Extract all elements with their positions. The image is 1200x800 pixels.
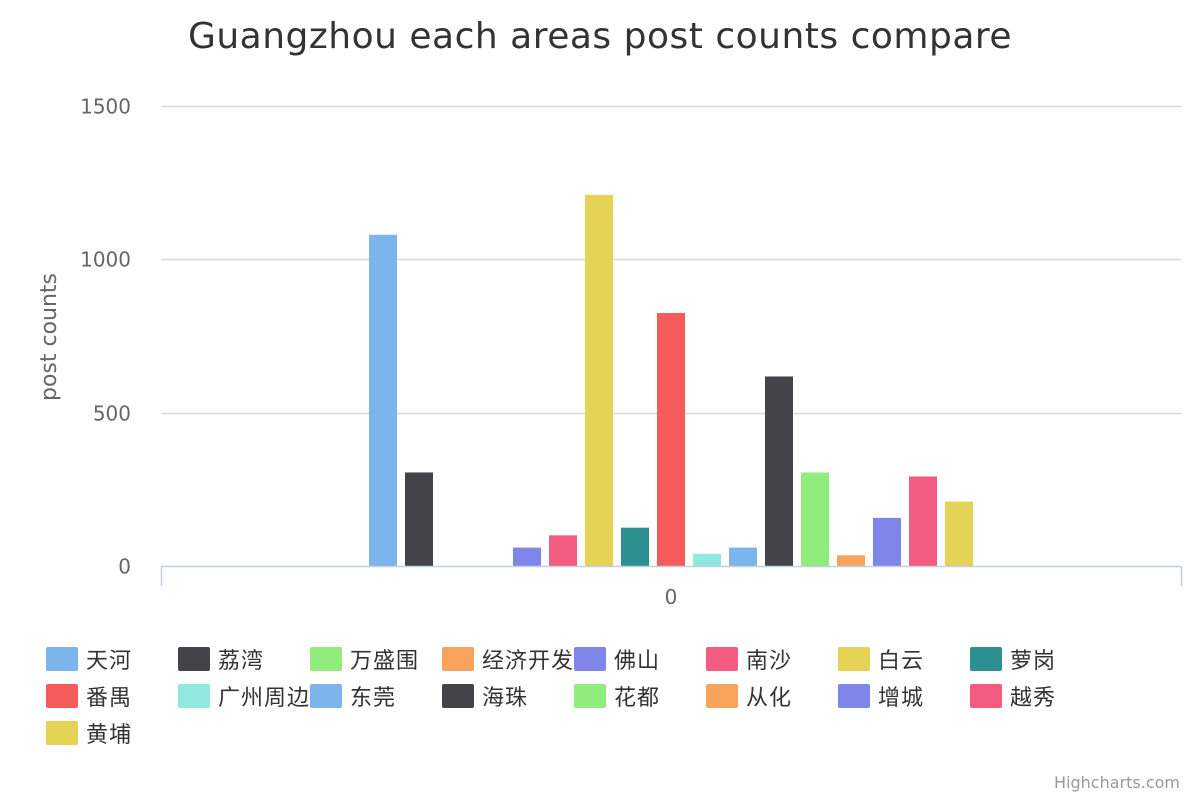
legend-swatch xyxy=(178,684,210,708)
x-tick-label: 0 xyxy=(665,585,678,609)
legend-item[interactable]: 白云 xyxy=(838,646,970,674)
bar-海珠[interactable] xyxy=(765,376,793,566)
legend-label: 东莞 xyxy=(350,686,397,711)
legend-swatch xyxy=(442,684,474,708)
y-tick-label: 0 xyxy=(118,555,131,579)
y-axis-ticks: 0 500 1000 1500 xyxy=(80,95,131,579)
y-tick-label: 1000 xyxy=(80,248,131,272)
legend-label: 广州周边 xyxy=(218,686,311,711)
bar-白云[interactable] xyxy=(585,194,613,566)
legend: 天河 荔湾 万盛围 经济开发区 佛山 南沙 白云 萝岗番禺 广州周边 东莞 海珠 花都 从化 增城 越秀黄埔 xyxy=(46,646,1186,748)
bar-黄埔[interactable] xyxy=(945,501,973,566)
legend-swatch xyxy=(838,684,870,708)
legend-label: 花都 xyxy=(614,686,661,711)
y-tick-label: 500 xyxy=(93,402,131,426)
legend-item[interactable]: 萝岗 xyxy=(970,646,1102,674)
legend-swatch xyxy=(706,647,738,671)
legend-swatch xyxy=(970,647,1002,671)
legend-label: 万盛围 xyxy=(350,649,420,674)
legend-label: 番禺 xyxy=(86,686,133,711)
legend-swatch xyxy=(178,647,210,671)
bar-番禺[interactable] xyxy=(657,313,685,566)
bar-佛山[interactable] xyxy=(513,547,541,566)
legend-item[interactable]: 花都 xyxy=(574,683,706,711)
legend-item[interactable]: 增城 xyxy=(838,683,970,711)
legend-label: 越秀 xyxy=(1010,686,1057,711)
legend-item[interactable]: 经济开发区 xyxy=(442,646,596,674)
bar-荔湾[interactable] xyxy=(405,472,433,566)
bar-从化[interactable] xyxy=(837,555,865,566)
legend-swatch xyxy=(574,647,606,671)
bar-萝岗[interactable] xyxy=(621,527,649,566)
legend-label: 黄埔 xyxy=(86,723,133,748)
legend-swatch xyxy=(970,684,1002,708)
legend-label: 荔湾 xyxy=(218,649,265,674)
legend-swatch xyxy=(442,647,474,671)
legend-swatch xyxy=(310,647,342,671)
bar-增城[interactable] xyxy=(873,517,901,566)
legend-label: 白云 xyxy=(878,649,925,674)
bar-越秀[interactable] xyxy=(909,476,937,566)
y-axis-title: post counts xyxy=(37,273,62,401)
legend-swatch xyxy=(46,684,78,708)
chart-title: Guangzhou each areas post counts compare xyxy=(188,16,1012,57)
legend-label: 天河 xyxy=(86,649,133,674)
legend-item[interactable]: 佛山 xyxy=(574,646,706,674)
legend-label: 萝岗 xyxy=(1010,649,1057,674)
legend-swatch xyxy=(838,647,870,671)
legend-item[interactable]: 南沙 xyxy=(706,646,838,674)
legend-item[interactable]: 越秀 xyxy=(970,683,1102,711)
legend-swatch xyxy=(574,684,606,708)
credits-link[interactable]: Highcharts.com xyxy=(1054,773,1180,792)
legend-item[interactable]: 东莞 xyxy=(310,683,442,711)
legend-item[interactable]: 从化 xyxy=(706,683,838,711)
bar-南沙[interactable] xyxy=(549,535,577,566)
legend-label: 南沙 xyxy=(746,649,793,674)
legend-item[interactable]: 海珠 xyxy=(442,683,574,711)
bar-天河[interactable] xyxy=(369,234,397,567)
legend-item[interactable]: 天河 xyxy=(46,646,178,674)
legend-label: 海珠 xyxy=(482,686,529,711)
bars xyxy=(369,194,973,567)
legend-swatch xyxy=(46,721,78,745)
bar-东莞[interactable] xyxy=(729,547,757,566)
legend-item[interactable]: 番禺 xyxy=(46,683,178,711)
legend-label: 增城 xyxy=(878,686,925,711)
legend-swatch xyxy=(706,684,738,708)
legend-item[interactable]: 荔湾 xyxy=(178,646,310,674)
y-tick-label: 1500 xyxy=(80,95,131,119)
legend-label: 佛山 xyxy=(614,649,661,674)
legend-swatch xyxy=(310,684,342,708)
legend-swatch xyxy=(46,647,78,671)
legend-item[interactable]: 广州周边 xyxy=(178,683,311,711)
legend-item[interactable]: 黄埔 xyxy=(46,720,178,748)
legend-item[interactable]: 万盛围 xyxy=(310,646,442,674)
legend-label: 从化 xyxy=(746,686,793,711)
bar-花都[interactable] xyxy=(801,472,829,566)
bar-广州周边[interactable] xyxy=(693,553,721,566)
